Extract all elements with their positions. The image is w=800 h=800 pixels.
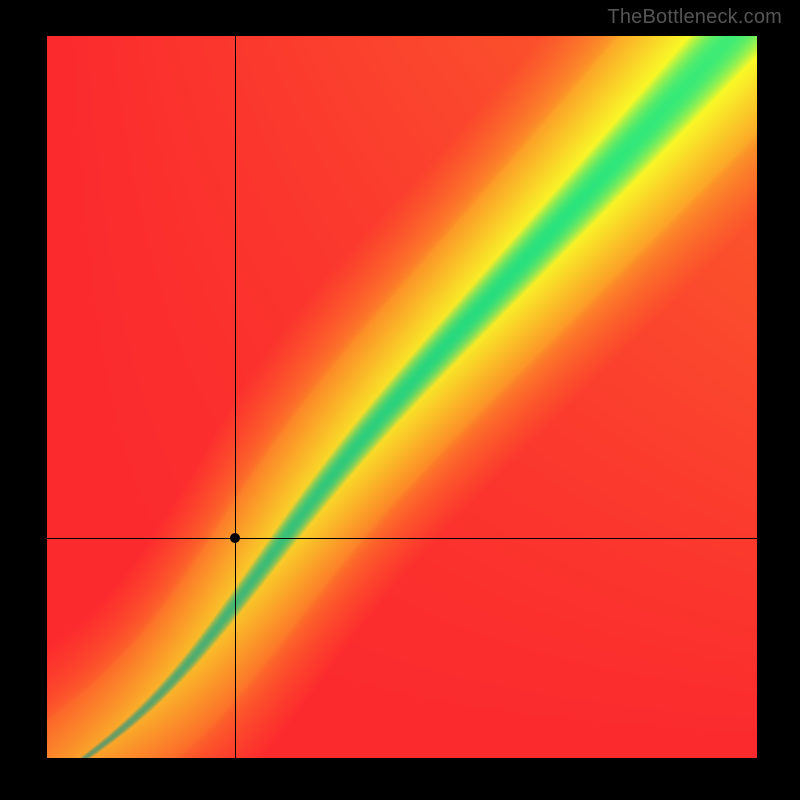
selection-marker-dot: [230, 533, 240, 543]
plot-area: [47, 36, 757, 758]
bottleneck-heatmap-canvas: [47, 36, 757, 758]
watermark-text: TheBottleneck.com: [607, 6, 782, 29]
crosshair-horizontal: [47, 538, 757, 539]
crosshair-vertical: [235, 36, 236, 758]
